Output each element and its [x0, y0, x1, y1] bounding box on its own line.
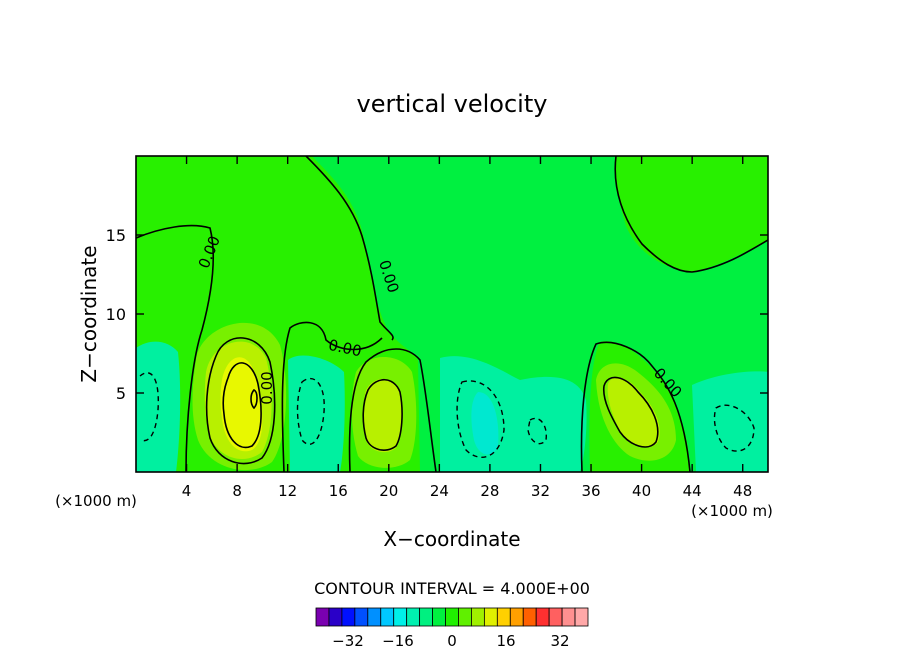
contour-cell1-8 [205, 337, 276, 465]
colorbar-tick-label: 0 [447, 632, 457, 650]
x-unit-right: (×1000 m) [691, 502, 773, 520]
x-axis-label: X−coordinate [383, 527, 520, 551]
colorbar-swatch [574, 607, 589, 627]
field-region-weak-up-right [615, 156, 768, 272]
contour-interval-text: CONTOUR INTERVAL = 4.000E+00 [314, 579, 590, 598]
colorbar-swatch [548, 607, 563, 627]
chart-title: vertical velocity [357, 90, 548, 118]
y-tick-label: 10 [106, 305, 126, 324]
colorbar-swatch [522, 607, 537, 627]
y-tick-label: 5 [116, 384, 126, 403]
field-cell2-core [363, 378, 403, 453]
y-tick-label: 15 [106, 226, 126, 245]
contour-zero-mid [281, 321, 383, 472]
y-axis-ticks: 5 10 15 [106, 226, 768, 403]
field-region-down-core [471, 392, 499, 455]
contour-neg-3 [456, 380, 505, 458]
contour-zero-left [136, 224, 215, 472]
field-region-down-4 [692, 371, 768, 472]
colorbar-swatch [380, 607, 395, 627]
contour-cell2-8 [362, 378, 403, 451]
field-cell1-core [220, 357, 263, 452]
colorbar-tick-label: 32 [550, 632, 569, 650]
colorbar-labels: −32 −16 0 16 32 [332, 632, 569, 650]
x-tick-label: 48 [733, 482, 752, 500]
colorbar-swatch [328, 607, 343, 627]
x-tick-label: 4 [182, 482, 192, 500]
colorbar-swatch [354, 607, 369, 627]
x-tick-label: 40 [632, 482, 651, 500]
colorbar-swatch [496, 607, 511, 627]
contour-small-ring [250, 389, 258, 410]
colorbar-swatch [419, 607, 433, 627]
colorbar-swatch [406, 607, 421, 627]
contour-zero-right [614, 156, 768, 273]
colorbar-swatch [393, 607, 408, 627]
x-tick-label: 12 [278, 482, 297, 500]
colorbar-swatch [483, 607, 498, 627]
colorbar-swatch [341, 607, 356, 627]
contour-neg-1 [139, 372, 159, 442]
plot-area [136, 156, 768, 472]
colorbar-tick-label: 16 [496, 632, 515, 650]
contour-zero-cell3 [580, 341, 691, 472]
field-region-down-2 [288, 355, 345, 472]
colorbar-swatch [535, 607, 550, 627]
colorbar-tick-label: −16 [382, 632, 414, 650]
colorbar-swatch [561, 607, 576, 627]
x-tick-label: 24 [430, 482, 449, 500]
field-cell3-core [607, 377, 660, 448]
colorbar [315, 607, 589, 627]
x-tick-label: 44 [683, 482, 702, 500]
colorbar-swatch [432, 607, 446, 627]
x-axis-ticks: 4 8 12 16 20 24 28 32 36 40 44 48 [182, 156, 752, 500]
x-tick-label: 32 [531, 482, 550, 500]
colorbar-swatch [509, 607, 524, 627]
contour-label-4: 0.00 [258, 371, 276, 404]
contour-neg-4 [713, 404, 755, 452]
colorbar-swatch [315, 607, 330, 627]
contour-zero-top [305, 156, 394, 341]
x-tick-label: 16 [329, 482, 348, 500]
contour-zero-cell2 [348, 348, 437, 472]
colorbar-swatch [458, 607, 472, 627]
contour-cell3-8 [602, 376, 659, 448]
x-tick-label: 28 [480, 482, 499, 500]
colorbar-tick-label: −32 [332, 632, 364, 650]
contour-neg-2 [296, 377, 325, 446]
colorbar-swatch [471, 607, 485, 627]
y-axis-label: Z−coordinate [77, 245, 101, 382]
x-tick-label: 8 [232, 482, 242, 500]
contour-cell1-16 [222, 362, 262, 449]
colorbar-swatch [367, 607, 382, 627]
x-tick-label: 20 [379, 482, 398, 500]
x-unit-left: (×1000 m) [55, 492, 137, 510]
colorbar-swatch [445, 607, 459, 627]
x-tick-label: 36 [581, 482, 600, 500]
